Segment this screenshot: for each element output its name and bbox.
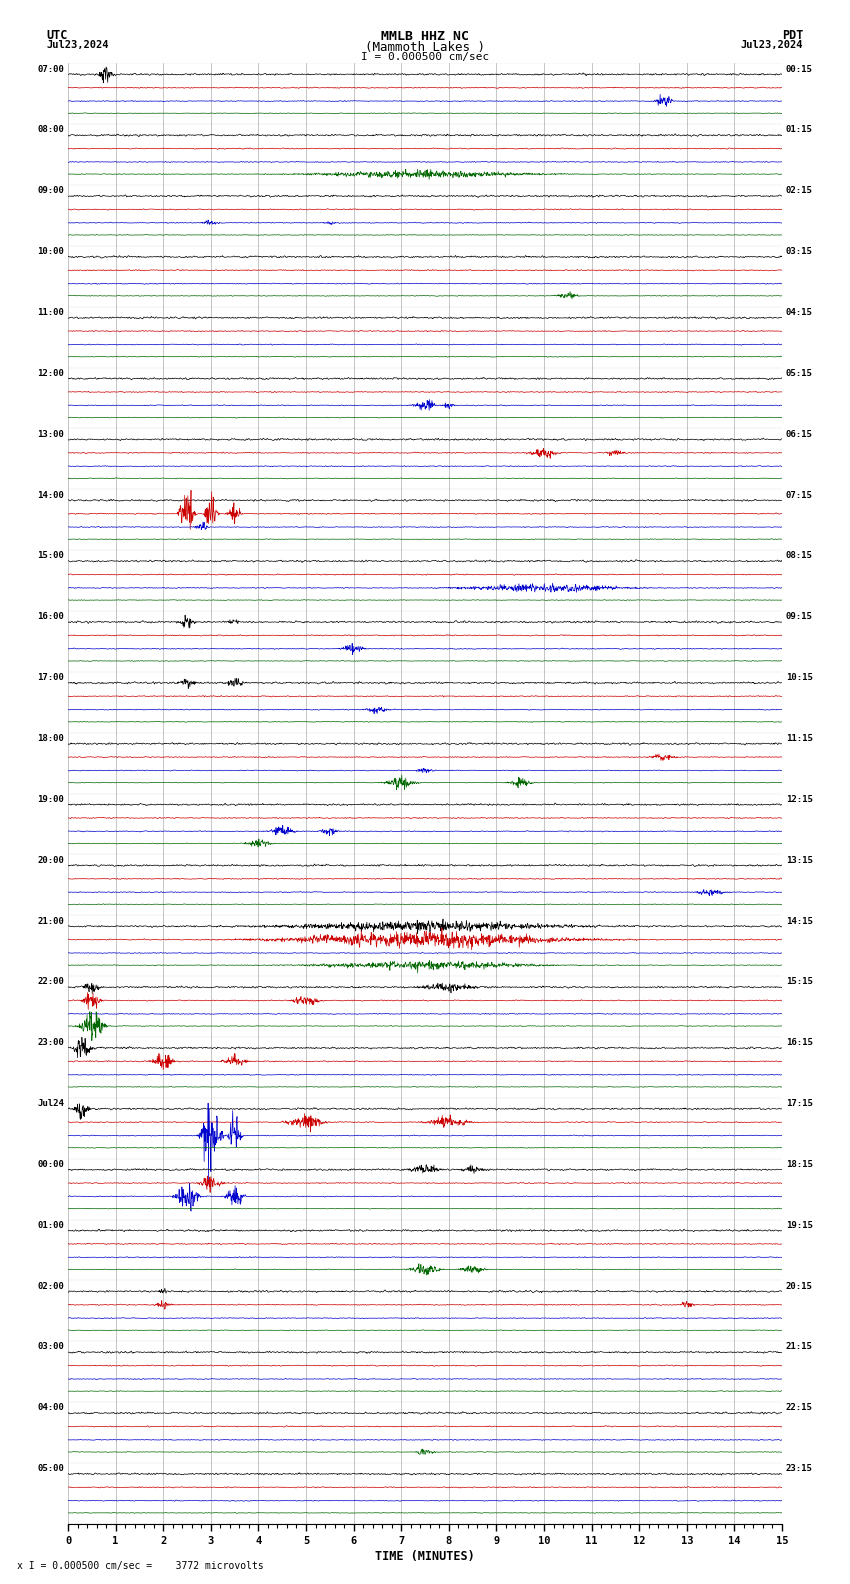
Text: x I = 0.000500 cm/sec =    3772 microvolts: x I = 0.000500 cm/sec = 3772 microvolts <box>17 1562 264 1571</box>
Text: 12:15: 12:15 <box>785 795 813 803</box>
Text: 00:00: 00:00 <box>37 1159 65 1169</box>
Text: 10:00: 10:00 <box>37 247 65 257</box>
Text: 01:00: 01:00 <box>37 1221 65 1229</box>
Text: 08:00: 08:00 <box>37 125 65 135</box>
Text: 18:00: 18:00 <box>37 733 65 743</box>
Text: 07:00: 07:00 <box>37 65 65 73</box>
Text: 06:15: 06:15 <box>785 429 813 439</box>
Text: MMLB HHZ NC: MMLB HHZ NC <box>381 30 469 43</box>
Text: 03:15: 03:15 <box>785 247 813 257</box>
Text: 19:00: 19:00 <box>37 795 65 803</box>
Text: 19:15: 19:15 <box>785 1221 813 1229</box>
Text: 21:15: 21:15 <box>785 1343 813 1351</box>
Text: 14:00: 14:00 <box>37 491 65 499</box>
Text: (Mammoth Lakes ): (Mammoth Lakes ) <box>365 41 485 54</box>
Text: 22:15: 22:15 <box>785 1403 813 1413</box>
Text: 09:00: 09:00 <box>37 187 65 195</box>
Text: 15:15: 15:15 <box>785 977 813 987</box>
Text: 13:15: 13:15 <box>785 855 813 865</box>
Text: UTC: UTC <box>47 29 68 41</box>
Text: 05:00: 05:00 <box>37 1464 65 1473</box>
Text: 20:00: 20:00 <box>37 855 65 865</box>
Text: 05:15: 05:15 <box>785 369 813 379</box>
Text: 03:00: 03:00 <box>37 1343 65 1351</box>
Text: 23:15: 23:15 <box>785 1464 813 1473</box>
Text: 09:15: 09:15 <box>785 613 813 621</box>
Text: Jul23,2024: Jul23,2024 <box>47 40 110 49</box>
Text: 23:00: 23:00 <box>37 1038 65 1047</box>
Text: 00:15: 00:15 <box>785 65 813 73</box>
Text: 01:15: 01:15 <box>785 125 813 135</box>
X-axis label: TIME (MINUTES): TIME (MINUTES) <box>375 1549 475 1563</box>
Text: Jul24: Jul24 <box>37 1099 65 1109</box>
Text: 12:00: 12:00 <box>37 369 65 379</box>
Text: 13:00: 13:00 <box>37 429 65 439</box>
Text: 02:15: 02:15 <box>785 187 813 195</box>
Text: 17:15: 17:15 <box>785 1099 813 1109</box>
Text: 02:00: 02:00 <box>37 1281 65 1291</box>
Text: 22:00: 22:00 <box>37 977 65 987</box>
Text: 04:00: 04:00 <box>37 1403 65 1413</box>
Text: 15:00: 15:00 <box>37 551 65 561</box>
Text: PDT: PDT <box>782 29 803 41</box>
Text: 21:00: 21:00 <box>37 917 65 925</box>
Text: 11:00: 11:00 <box>37 307 65 317</box>
Text: 04:15: 04:15 <box>785 307 813 317</box>
Text: 11:15: 11:15 <box>785 733 813 743</box>
Text: 07:15: 07:15 <box>785 491 813 499</box>
Text: 16:00: 16:00 <box>37 613 65 621</box>
Text: 10:15: 10:15 <box>785 673 813 683</box>
Text: I = 0.000500 cm/sec: I = 0.000500 cm/sec <box>361 52 489 62</box>
Text: 08:15: 08:15 <box>785 551 813 561</box>
Text: 17:00: 17:00 <box>37 673 65 683</box>
Text: 20:15: 20:15 <box>785 1281 813 1291</box>
Text: 18:15: 18:15 <box>785 1159 813 1169</box>
Text: 14:15: 14:15 <box>785 917 813 925</box>
Text: Jul23,2024: Jul23,2024 <box>740 40 803 49</box>
Text: 16:15: 16:15 <box>785 1038 813 1047</box>
